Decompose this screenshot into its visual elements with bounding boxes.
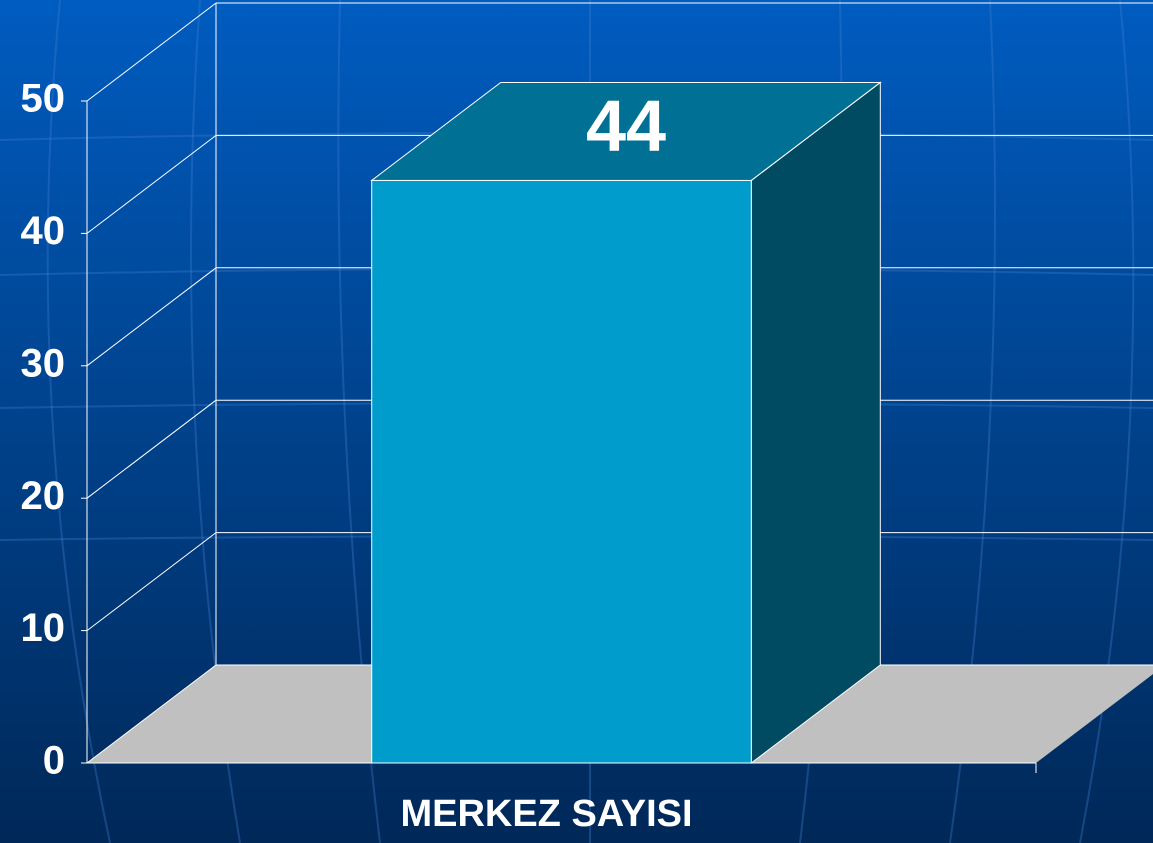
y-tick-label: 20 [21,474,66,518]
grid-line-side [86,135,217,234]
y-tick-label: 0 [43,739,65,783]
grid-line-side [86,267,217,367]
bar-side [750,81,881,765]
grid-line-side [86,532,217,631]
grid-line-side [86,399,217,499]
y-tick-label: 50 [21,77,66,121]
y-tick-label: 40 [21,209,66,253]
grid-line-side [86,2,217,102]
y-tick-label: 10 [21,606,66,650]
x-tick-label: MERKEZ SAYISI [400,793,692,835]
data-label: 44 [586,86,666,166]
grid-line-side [86,664,217,764]
y-tick-label: 30 [21,341,66,385]
bar [371,179,752,764]
